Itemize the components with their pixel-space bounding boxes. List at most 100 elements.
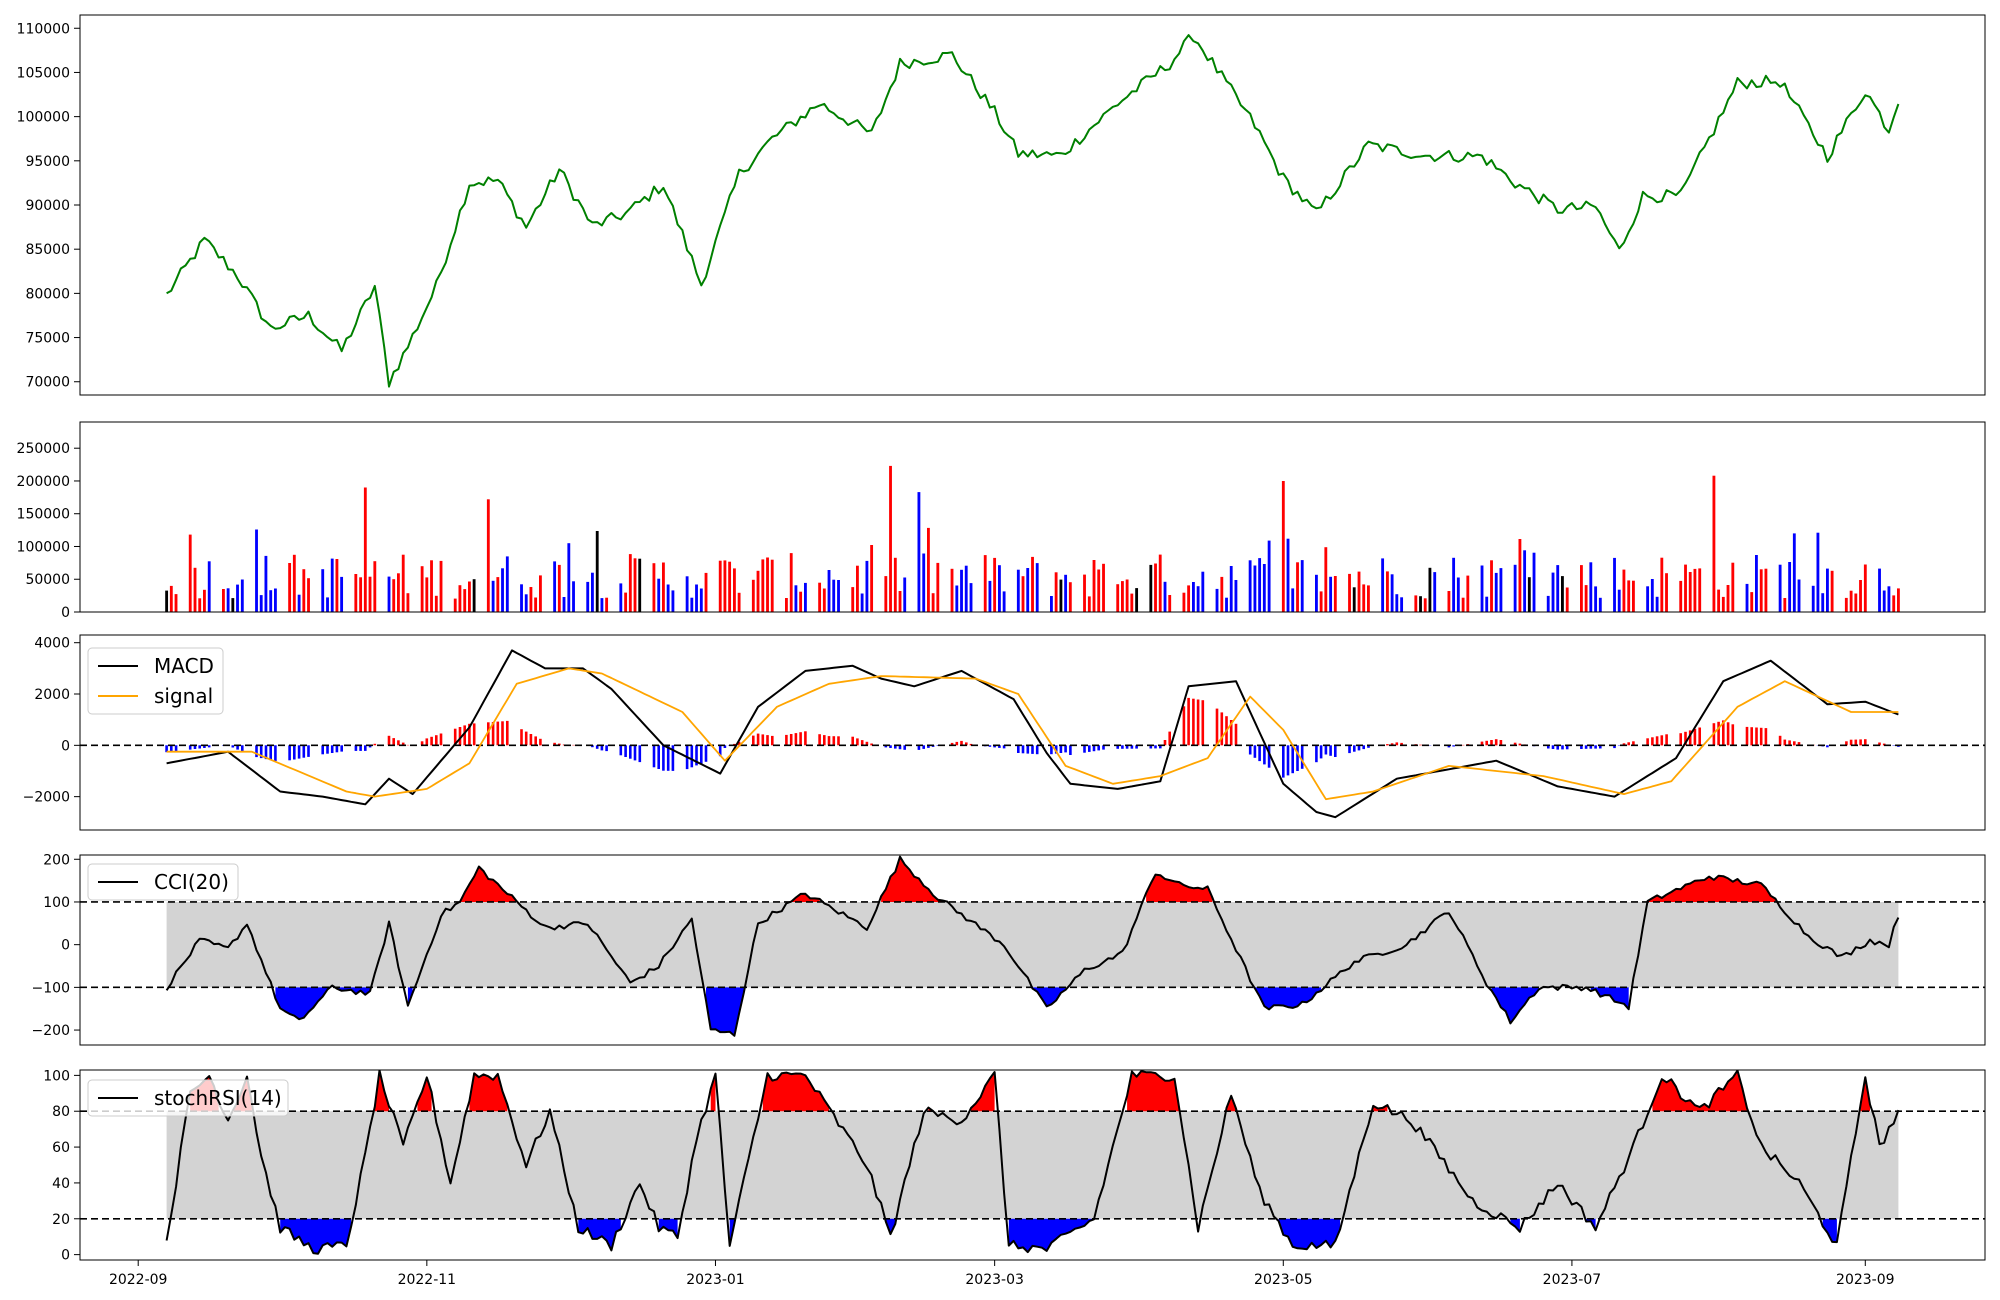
volume-bar [1499, 568, 1503, 612]
macd-histogram-bar [960, 740, 963, 746]
price-panel: 70000 75000 80000 85000 90000 95000 100000 1050… [17, 14, 1986, 396]
cci-frame [79, 854, 1986, 1046]
macd-histogram-bar [1400, 742, 1403, 746]
price-line-area [166, 34, 1900, 388]
macd-histogram-bar [1556, 745, 1559, 750]
overbought-fill [190, 1070, 1871, 1112]
macd-histogram-bar [837, 736, 840, 746]
volume-bar [434, 595, 438, 612]
volume-bar [193, 567, 197, 612]
macd-histogram-bar [619, 745, 623, 756]
macd-histogram-bar [1419, 744, 1422, 746]
cci-panel: −200 −100 0 100 200 CCI(20) [32, 852, 1986, 1046]
macd-histogram-bar [1035, 745, 1039, 755]
macd-histogram-bar [430, 736, 433, 746]
volume-bar [1693, 568, 1697, 612]
volume-bar [851, 587, 855, 612]
volume-bar [1580, 565, 1583, 612]
volume-bar [917, 492, 921, 612]
macd-histogram-bar [832, 736, 836, 746]
y-tick-label: 105000 [17, 65, 70, 81]
y-tick-label: 100 [43, 895, 70, 911]
y-tick-label: 60 [52, 1140, 70, 1156]
volume-bar [1617, 589, 1621, 612]
cci-plot-area [80, 855, 1985, 1037]
volume-bar [1315, 574, 1318, 612]
macd-histogram-bar [704, 745, 708, 762]
macd-histogram-bar [1826, 745, 1829, 748]
macd-histogram-bar [321, 745, 324, 755]
volume-bar [766, 557, 769, 612]
x-tick-label: 2023-05 [1254, 1272, 1313, 1288]
macd-histogram-bar [420, 741, 424, 746]
macd-histogram-bar [453, 728, 457, 746]
volume-bar [326, 597, 329, 612]
macd-histogram-bar [1589, 745, 1593, 749]
volume-bar [1551, 572, 1555, 612]
volume-bar [269, 590, 273, 612]
volume-bar [1882, 590, 1886, 612]
volume-bar [1352, 587, 1356, 612]
volume-bar [1665, 573, 1668, 612]
macd-histogram-bar [998, 745, 1001, 748]
y-tick-label: 100000 [17, 539, 70, 555]
volume-bar [1196, 586, 1200, 612]
volume-bar [1168, 595, 1172, 612]
volume-bar [453, 598, 457, 612]
macd-histogram-bar [1135, 745, 1138, 749]
volume-bar [751, 579, 755, 612]
volume-bar [822, 588, 826, 612]
volume-bar [856, 565, 859, 612]
volume-bar [321, 569, 325, 612]
volume-bar [969, 583, 973, 612]
macd-histogram-bar [889, 745, 892, 748]
price-y-axis: 70000 75000 80000 85000 90000 95000 100000 1050… [17, 21, 80, 391]
volume-bar [188, 534, 192, 612]
volume-bar [1087, 596, 1091, 612]
volume-bar [1721, 596, 1725, 612]
x-tick-label: 2023-01 [686, 1272, 745, 1288]
volume-bar [1050, 596, 1053, 612]
volume-bar [354, 574, 358, 612]
macd-histogram-bar [1849, 739, 1853, 746]
volume-bar [936, 562, 940, 612]
y-tick-label: 0 [61, 738, 70, 754]
macd-histogram-bar [165, 745, 168, 753]
volume-bar [993, 557, 997, 612]
macd-histogram-bar [1395, 742, 1399, 746]
macd-histogram-bar [955, 741, 959, 746]
y-tick-label: −100 [32, 980, 70, 996]
volume-bar [1329, 576, 1333, 612]
macd-histogram-bar [1083, 745, 1086, 753]
macd-histogram-bar [1859, 739, 1862, 746]
volume-bar [1031, 556, 1034, 612]
macd-histogram-bar [1632, 741, 1635, 746]
volume-bar [335, 559, 339, 612]
volume-bar [818, 582, 822, 612]
macd-histogram-bar [1234, 723, 1238, 746]
macd-histogram-bar [1390, 743, 1394, 746]
volume-bar [1291, 588, 1295, 612]
macd-histogram-bar [1021, 745, 1025, 754]
volume-bar [562, 597, 566, 612]
volume-bar [1783, 598, 1787, 612]
macd-histogram-bar [1580, 745, 1583, 749]
macd-histogram-bar [392, 738, 395, 746]
volume-bar [340, 576, 344, 612]
stochrsi-y-axis: 0 20 40 60 80 100 [43, 1068, 80, 1264]
macd-histogram-bar [387, 735, 391, 746]
volume-bar [1684, 564, 1687, 612]
stochrsi-legend-label: stochRSI(14) [154, 1086, 282, 1110]
macd-histogram-bar [1201, 700, 1205, 746]
volume-bar [1253, 565, 1257, 612]
volume-bar [983, 555, 987, 612]
macd-histogram-bar [170, 745, 173, 752]
volume-bar [591, 572, 594, 612]
macd-histogram-bar [203, 745, 206, 748]
volume-bar [1731, 562, 1735, 612]
volume-bar [259, 595, 263, 612]
volume-bar [1300, 560, 1304, 612]
volume-bar [1826, 568, 1829, 612]
macd-histogram-bar [1845, 741, 1848, 746]
volume-bar [1589, 562, 1593, 612]
